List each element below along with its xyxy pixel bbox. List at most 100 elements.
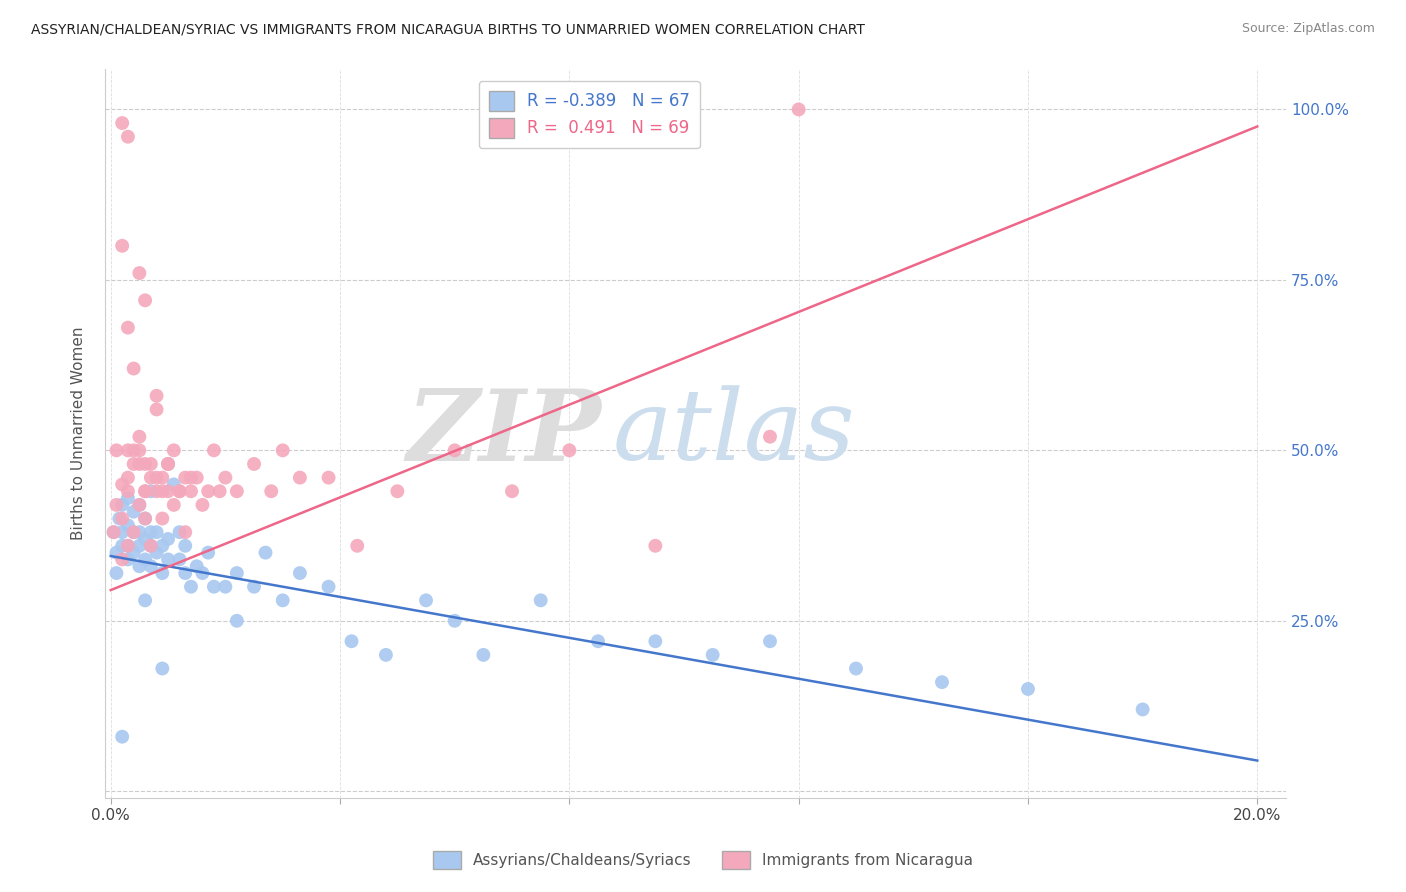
Point [122, 546, 145, 560]
Point [122, 443, 145, 458]
Point [150, 484, 173, 499]
Point [202, 580, 225, 594]
Point [157, 457, 180, 471]
Point [346, 539, 368, 553]
Point [169, 552, 191, 566]
Point [134, 293, 156, 308]
Point [117, 539, 139, 553]
Point [845, 661, 868, 675]
Point [117, 518, 139, 533]
Point [174, 566, 197, 580]
Point [145, 484, 167, 499]
Y-axis label: Births to Unmarried Women: Births to Unmarried Women [72, 326, 86, 540]
Point [122, 525, 145, 540]
Point [139, 559, 162, 574]
Point [128, 443, 150, 458]
Point [128, 525, 150, 540]
Point [243, 580, 266, 594]
Point [163, 443, 186, 458]
Point [111, 239, 134, 253]
Point [111, 525, 134, 540]
Point [128, 457, 150, 471]
Point [150, 539, 173, 553]
Point [134, 532, 156, 546]
Point [105, 498, 128, 512]
Point [111, 477, 134, 491]
Point [318, 470, 340, 484]
Point [157, 457, 180, 471]
Legend: R = -0.389   N = 67, R =  0.491   N = 69: R = -0.389 N = 67, R = 0.491 N = 69 [478, 80, 700, 148]
Point [260, 484, 283, 499]
Point [111, 511, 134, 525]
Point [128, 266, 150, 280]
Point [145, 470, 167, 484]
Point [117, 129, 139, 144]
Point [180, 470, 202, 484]
Point [134, 457, 156, 471]
Point [150, 511, 173, 525]
Point [214, 470, 236, 484]
Point [501, 484, 523, 499]
Text: Source: ZipAtlas.com: Source: ZipAtlas.com [1241, 22, 1375, 36]
Point [191, 566, 214, 580]
Point [174, 470, 197, 484]
Point [145, 546, 167, 560]
Point [243, 457, 266, 471]
Point [157, 484, 180, 499]
Point [128, 498, 150, 512]
Point [443, 443, 465, 458]
Point [180, 580, 202, 594]
Point [111, 730, 134, 744]
Point [145, 525, 167, 540]
Point [128, 430, 150, 444]
Point [117, 491, 139, 505]
Point [139, 539, 162, 553]
Point [186, 559, 208, 574]
Point [472, 648, 495, 662]
Point [415, 593, 437, 607]
Legend: Assyrians/Chaldeans/Syriacs, Immigrants from Nicaragua: Assyrians/Chaldeans/Syriacs, Immigrants … [427, 845, 979, 875]
Point [103, 525, 125, 540]
Point [374, 648, 396, 662]
Point [214, 580, 236, 594]
Point [157, 552, 180, 566]
Point [134, 484, 156, 499]
Point [174, 539, 197, 553]
Point [163, 498, 186, 512]
Point [288, 566, 311, 580]
Point [117, 484, 139, 499]
Point [225, 484, 247, 499]
Point [145, 402, 167, 417]
Point [271, 443, 294, 458]
Point [208, 484, 231, 499]
Point [254, 546, 277, 560]
Point [225, 614, 247, 628]
Point [111, 552, 134, 566]
Point [157, 457, 180, 471]
Point [134, 511, 156, 525]
Point [117, 320, 139, 334]
Point [150, 470, 173, 484]
Point [128, 559, 150, 574]
Point [191, 498, 214, 512]
Point [163, 477, 186, 491]
Point [150, 566, 173, 580]
Point [225, 566, 247, 580]
Point [105, 566, 128, 580]
Point [644, 634, 666, 648]
Point [134, 552, 156, 566]
Point [586, 634, 609, 648]
Point [558, 443, 581, 458]
Point [787, 103, 810, 117]
Point [134, 593, 156, 607]
Point [111, 539, 134, 553]
Point [139, 484, 162, 499]
Point [139, 525, 162, 540]
Point [759, 430, 782, 444]
Point [134, 484, 156, 499]
Text: atlas: atlas [613, 385, 856, 481]
Point [157, 532, 180, 546]
Point [122, 505, 145, 519]
Point [105, 443, 128, 458]
Point [180, 484, 202, 499]
